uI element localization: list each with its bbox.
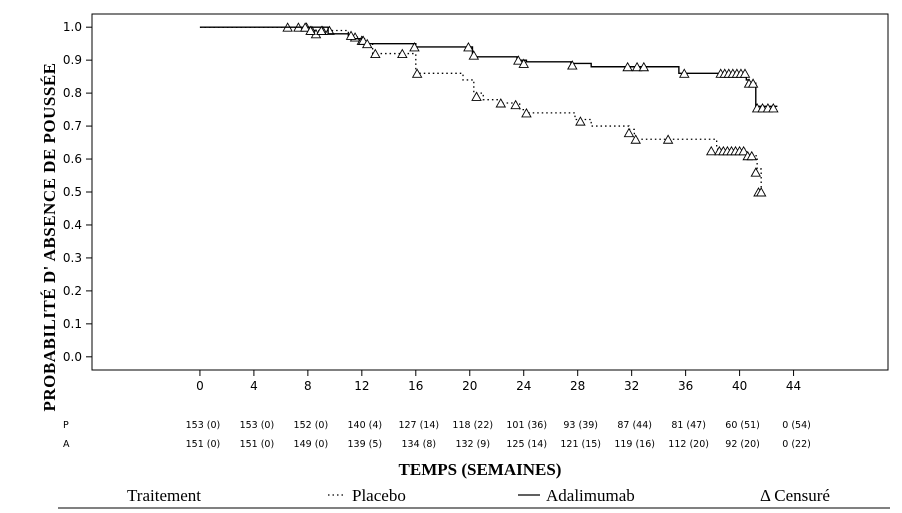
y-tick-label: 0.9 bbox=[63, 53, 82, 67]
censor-mark-placebo bbox=[750, 167, 762, 177]
censor-mark-adalimumab bbox=[361, 38, 373, 49]
risk-cell: 0 (54) bbox=[782, 420, 811, 431]
censor-mark-adalimumab bbox=[316, 25, 327, 35]
legend-adalimumab-label: Adalimumab bbox=[546, 486, 635, 505]
y-tick-label: 0.0 bbox=[63, 350, 82, 364]
censor-mark-adalimumab bbox=[679, 68, 690, 78]
censor-mark-adalimumab bbox=[463, 42, 474, 52]
y-tick-label: 0.8 bbox=[63, 86, 82, 100]
censor-mark-adalimumab bbox=[345, 30, 357, 40]
risk-cell: 152 (0) bbox=[294, 420, 329, 431]
series-line-placebo bbox=[199, 26, 764, 193]
x-tick-label: 28 bbox=[570, 379, 585, 393]
risk-cell: 121 (15) bbox=[560, 439, 601, 450]
risk-cell: 140 (4) bbox=[348, 420, 383, 431]
risk-cell: 118 (22) bbox=[452, 420, 493, 431]
risk-cell: 101 (36) bbox=[506, 420, 547, 431]
survival-curves bbox=[199, 22, 779, 197]
risk-cell: 87 (44) bbox=[617, 420, 652, 431]
censor-mark-adalimumab bbox=[622, 61, 633, 72]
censor-mark-adalimumab bbox=[513, 55, 524, 65]
censor-mark-adalimumab bbox=[631, 61, 643, 72]
x-tick-label: 12 bbox=[354, 379, 369, 393]
censor-mark-adalimumab bbox=[409, 42, 420, 52]
x-tick-label: 20 bbox=[462, 379, 477, 393]
x-tick-label: 44 bbox=[786, 379, 801, 393]
legend-placebo-label: Placebo bbox=[352, 486, 406, 505]
censor-mark-adalimumab bbox=[739, 68, 751, 78]
censor-mark-placebo bbox=[411, 68, 423, 78]
risk-row-label: P bbox=[63, 420, 69, 431]
censor-mark-placebo bbox=[575, 116, 586, 126]
risk-cell: 112 (20) bbox=[668, 439, 709, 450]
x-tick-label: 4 bbox=[250, 379, 258, 393]
censor-mark-adalimumab bbox=[638, 61, 650, 72]
y-tick-label: 1.0 bbox=[63, 20, 82, 34]
censor-mark-placebo bbox=[755, 187, 767, 197]
censor-mark-placebo bbox=[662, 134, 674, 144]
x-tick-label: 0 bbox=[196, 379, 204, 393]
plot-frame bbox=[91, 13, 889, 371]
x-tick-label: 40 bbox=[732, 379, 747, 393]
censor-mark-adalimumab bbox=[299, 22, 311, 32]
censor-mark-placebo bbox=[471, 91, 482, 101]
censor-mark-adalimumab bbox=[468, 50, 480, 60]
x-axis-title: TEMPS (SEMAINES) bbox=[399, 460, 562, 479]
censor-mark-placebo bbox=[324, 25, 335, 35]
legend-title: Traitement bbox=[127, 486, 201, 505]
legend: Traitement Placebo Adalimumab Δ Censuré bbox=[58, 486, 890, 509]
risk-cell: 153 (0) bbox=[240, 420, 275, 431]
censor-mark-placebo bbox=[623, 127, 635, 138]
risk-cell: 81 (47) bbox=[671, 420, 706, 431]
x-tick-label: 16 bbox=[408, 379, 423, 393]
y-tick-label: 0.7 bbox=[63, 119, 82, 133]
censor-mark-placebo bbox=[370, 48, 381, 59]
censor-mark-placebo bbox=[495, 98, 507, 108]
x-tick-label: 32 bbox=[624, 379, 639, 393]
risk-table: P 153 (0) 153 (0) 152 (0) 140 (4) 127 (14) 118… bbox=[63, 420, 811, 450]
censor-mark-placebo bbox=[510, 99, 521, 110]
censor-mark-placebo bbox=[746, 150, 758, 161]
y-tick-label: 0.3 bbox=[63, 251, 82, 265]
y-axis: 0.0 0.1 0.2 0.3 0.4 0.5 0.6 0.7 0.8 0.9 1.0 bbox=[63, 20, 92, 364]
risk-cell: 151 (0) bbox=[240, 439, 275, 450]
censor-mark-adalimumab bbox=[567, 60, 578, 70]
risk-cell: 139 (5) bbox=[348, 439, 383, 450]
y-tick-label: 0.6 bbox=[63, 152, 82, 166]
risk-cell: 149 (0) bbox=[294, 439, 329, 450]
censor-mark-placebo bbox=[738, 145, 749, 156]
risk-cell: 132 (9) bbox=[455, 439, 490, 450]
y-tick-label: 0.5 bbox=[63, 185, 82, 199]
censor-mark-adalimumab bbox=[768, 103, 779, 113]
censor-mark-adalimumab bbox=[747, 78, 759, 88]
risk-cell: 119 (16) bbox=[614, 439, 655, 450]
risk-cell: 92 (20) bbox=[725, 439, 760, 450]
x-tick-label: 24 bbox=[516, 379, 531, 393]
risk-cell: 93 (39) bbox=[563, 420, 598, 431]
y-axis-title: PROBABILITÉ D' ABSENCE DE POUSSÉE bbox=[40, 62, 59, 411]
x-axis: 0 4 8 12 16 20 24 28 32 36 40 44 bbox=[196, 370, 801, 393]
risk-cell: 151 (0) bbox=[186, 439, 221, 450]
x-tick-label: 8 bbox=[304, 379, 312, 393]
censor-mark-placebo bbox=[705, 145, 717, 156]
censor-mark-placebo bbox=[630, 134, 641, 144]
series-line-adalimumab bbox=[199, 26, 778, 107]
risk-cell: 134 (8) bbox=[401, 439, 436, 450]
legend-censored-label: Δ Censuré bbox=[760, 486, 830, 505]
x-tick-label: 36 bbox=[678, 379, 693, 393]
risk-row-label: A bbox=[63, 439, 70, 450]
y-tick-label: 0.1 bbox=[63, 317, 82, 331]
risk-cell: 153 (0) bbox=[186, 420, 221, 431]
y-tick-label: 0.2 bbox=[63, 284, 82, 298]
censor-mark-adalimumab bbox=[305, 25, 316, 35]
risk-cell: 127 (14) bbox=[398, 420, 439, 431]
risk-cell: 60 (51) bbox=[725, 420, 760, 431]
censor-mark-placebo bbox=[397, 48, 408, 59]
risk-cell: 0 (22) bbox=[782, 439, 811, 450]
censor-mark-adalimumab bbox=[518, 58, 529, 68]
censor-mark-placebo bbox=[521, 107, 532, 118]
y-tick-label: 0.4 bbox=[63, 218, 82, 232]
risk-cell: 125 (14) bbox=[506, 439, 547, 450]
